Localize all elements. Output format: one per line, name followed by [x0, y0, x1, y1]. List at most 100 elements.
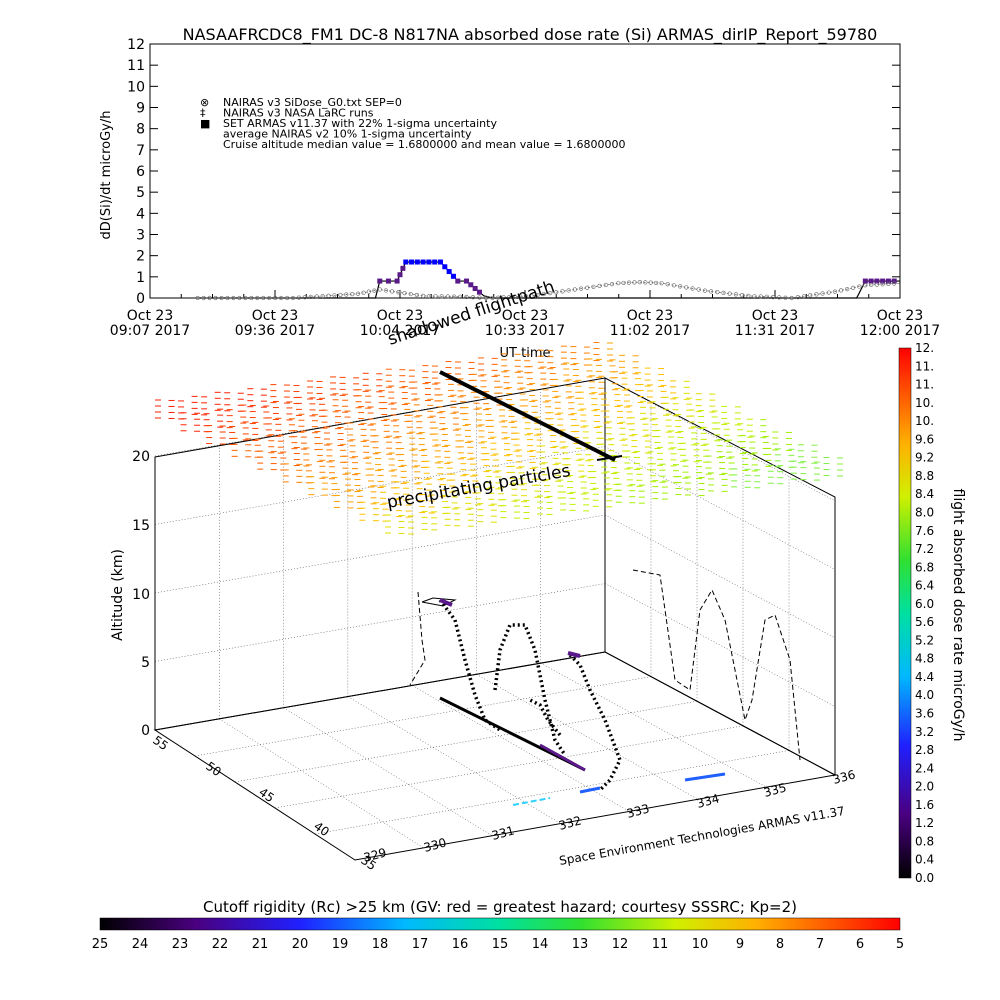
- dose-tick-label: 8.4: [915, 487, 934, 501]
- altitude-axis-label: Altitude (km): [110, 549, 126, 641]
- series-point: [409, 259, 415, 265]
- series-point: [308, 294, 313, 299]
- series-point: [385, 278, 391, 284]
- series-point: [446, 269, 452, 275]
- x-tick-label-date: Oct 23: [877, 308, 923, 324]
- ground-track: [539, 743, 586, 772]
- dose-tick-label: 0.0: [915, 871, 934, 885]
- grid-line: [604, 514, 836, 639]
- series-point: [820, 291, 825, 296]
- series-point: [891, 278, 897, 284]
- rigidity-tick-label: 13: [572, 937, 589, 952]
- series-point: [402, 291, 407, 296]
- right-wall: [604, 377, 836, 776]
- series-point: [826, 290, 831, 295]
- rigidity-tick-label: 14: [532, 937, 549, 952]
- series-point: [483, 295, 489, 300]
- x-tick-label-date: Oct 23: [502, 308, 548, 324]
- dose-tick-label: 1.6: [915, 798, 934, 812]
- series-point: [302, 295, 307, 300]
- grid-line: [154, 377, 606, 457]
- series-point: [455, 278, 461, 284]
- series-point: [857, 284, 862, 289]
- dose-colorbar: 0.0 0.4 0.8 1.2 1.6 2.0 2.4 2.8 3.2 3.6 4.0 4.4 4.8 5…: [898, 341, 966, 885]
- series-point: [764, 294, 769, 299]
- series-point: [314, 294, 319, 299]
- series-point: [789, 295, 794, 301]
- dose-tick-label: 0.8: [915, 834, 934, 848]
- x-tick-label-time: 10:33 2017: [485, 323, 565, 339]
- series-point: [350, 292, 355, 297]
- series-point: [451, 294, 457, 299]
- series-point: [273, 295, 278, 301]
- rigidity-colorbar-label: Cutoff rigidity (Rc) >25 km (GV: red = g…: [203, 898, 797, 916]
- series-point: [715, 290, 720, 295]
- series-point: [261, 295, 266, 301]
- series-point: [603, 282, 608, 288]
- flight-track-segment: [438, 598, 501, 732]
- series-point: [390, 289, 395, 294]
- legend-symbol: ■: [200, 117, 210, 130]
- flight-track-segment: [493, 623, 567, 756]
- legend-entry: NAIRAS v3 NASA LaRC runs: [223, 107, 374, 120]
- rigidity-tick-label: 7: [816, 937, 824, 952]
- ground-track-color: [684, 772, 726, 782]
- timeseries-frame: [149, 43, 901, 299]
- dose-tick-label: 4.8: [915, 652, 934, 666]
- rigidity-tick-label: 16: [452, 937, 469, 952]
- series-point: [332, 293, 337, 298]
- series-point: [535, 292, 540, 298]
- dose-tick-label: 2.0: [915, 780, 934, 794]
- timeseries-legend: ⊗ NAIRAS v3 SiDose_G0.txt SEP=0 ‡ NAIRAS v3…: [200, 96, 626, 151]
- rigidity-tick-label: 17: [412, 937, 429, 952]
- flight-track-3d: [409, 370, 801, 806]
- lon-tick-label: 334: [695, 791, 721, 810]
- dose-tick-label: 9.2: [915, 451, 934, 465]
- z-tick-label: 10: [132, 587, 150, 603]
- series-point: [372, 288, 377, 293]
- series-point: [739, 293, 745, 298]
- dose-tick-label: 3.6: [915, 707, 934, 721]
- rigidity-tick-label: 24: [132, 937, 149, 952]
- series-point: [427, 293, 432, 299]
- series-point: [512, 294, 517, 299]
- x-tick-label-time: 09:07 2017: [110, 323, 190, 339]
- series-point: [746, 293, 751, 298]
- series-point: [518, 294, 523, 299]
- grid-line: [154, 583, 606, 662]
- series-point: [361, 290, 366, 295]
- grid-line: [314, 750, 790, 835]
- rigidity-colorbar-gradient: [99, 917, 901, 931]
- grid-line: [194, 676, 652, 757]
- rigidity-tick-label: 25: [92, 937, 109, 952]
- flight-track-segment: [568, 653, 622, 792]
- software-credit: Space Environment Technologies ARMAS v11…: [558, 804, 846, 868]
- dose-tick-label: 1.2: [915, 816, 934, 830]
- dose-tick-label: 3.2: [915, 725, 934, 739]
- rigidity-tick-label: 21: [252, 937, 269, 952]
- series-point: [414, 292, 420, 298]
- rigidity-tick-label: 11: [652, 937, 669, 952]
- series-point: [420, 259, 426, 265]
- series-point: [377, 287, 382, 292]
- flight-track-segment: [567, 651, 581, 658]
- series-point: [671, 283, 677, 288]
- x-tick-label-date: Oct 23: [377, 308, 423, 324]
- lon-tick-label: 336: [831, 767, 857, 786]
- series-point: [408, 291, 413, 297]
- x-tick-label-time: 12:00 2017: [860, 323, 940, 339]
- series-point: [862, 278, 868, 284]
- series-point: [868, 278, 874, 284]
- lon-tick-label: 329: [362, 845, 388, 864]
- rigidity-tick-label: 22: [212, 937, 229, 952]
- y-tick-label: 2: [136, 249, 145, 265]
- series-point: [396, 290, 401, 295]
- dose-tick-label: 11.: [915, 359, 934, 373]
- series-point: [437, 259, 443, 265]
- dose-tick-label: 10.: [915, 396, 934, 410]
- series-point: [296, 295, 302, 300]
- dose-tick-label: 8.8: [915, 469, 934, 483]
- rigidity-tick-label: 18: [372, 937, 389, 952]
